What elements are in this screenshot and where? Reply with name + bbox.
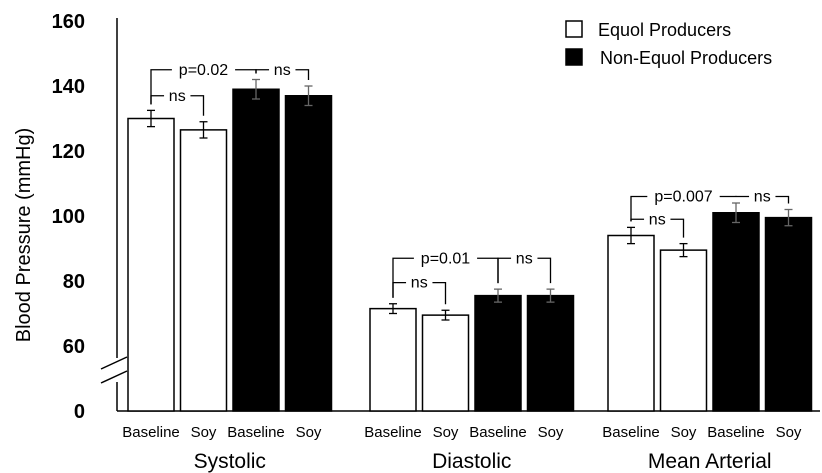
legend: Equol Producers Non-Equol Producers (565, 20, 772, 68)
y-tick-label: 160 (52, 11, 85, 33)
bar (127, 117, 175, 412)
bar (526, 294, 575, 412)
bar (179, 129, 228, 412)
significance-label: ns (274, 62, 291, 79)
y-axis-label: Blood Pressure (mmHg) (13, 128, 35, 343)
y-tick-label: 80 (63, 271, 85, 293)
significance-label: ns (649, 211, 666, 228)
y-tick-label: 60 (63, 336, 85, 358)
x-tick-label: Soy (671, 424, 697, 441)
y-tick-label: 100 (52, 206, 85, 228)
category-labels: Baseline Soy Baseline Soy Systolic Baseline So… (122, 424, 802, 473)
legend-swatch-non-equol (565, 48, 583, 66)
significance-label: p=0.007 (654, 189, 712, 206)
x-tick-label: Soy (776, 424, 802, 441)
x-tick-label: Soy (538, 424, 564, 441)
x-tick-label: Baseline (227, 424, 285, 441)
bar (607, 234, 655, 412)
bar (284, 95, 333, 412)
significance-bracket (630, 218, 685, 238)
y-tick-label: 0 (74, 401, 85, 423)
legend-swatch-equol (565, 20, 583, 38)
significance-label: ns (169, 88, 186, 105)
group-label: Mean Arterial (648, 450, 772, 473)
axis-break-mark (100, 356, 128, 370)
group-label: Systolic (194, 450, 266, 473)
bar (659, 249, 708, 412)
significance-label: p=0.02 (179, 62, 228, 79)
significance-bracket (735, 195, 790, 204)
bar (232, 88, 280, 412)
bar (712, 212, 760, 412)
axis-break-mark (100, 370, 128, 384)
significance-label: ns (754, 189, 771, 206)
bar (369, 307, 417, 412)
x-tick-label: Baseline (364, 424, 422, 441)
bar (474, 294, 522, 412)
x-tick-label: Soy (433, 424, 459, 441)
bars (127, 78, 813, 412)
y-tick-label: 140 (52, 76, 85, 98)
significance-label: ns (516, 250, 533, 267)
x-tick-label: Baseline (707, 424, 765, 441)
significance-bracket (150, 95, 205, 116)
legend-label-equol: Equol Producers (598, 20, 731, 40)
group-label: Diastolic (432, 450, 511, 473)
y-tick-label: 120 (52, 141, 85, 163)
bar (421, 314, 470, 412)
x-tick-label: Baseline (602, 424, 660, 441)
x-tick-label: Baseline (469, 424, 527, 441)
x-tick-label: Soy (191, 424, 217, 441)
x-tick-label: Soy (296, 424, 322, 441)
significance-bracket (255, 69, 310, 80)
significance-label: ns (411, 275, 428, 292)
bar (764, 216, 813, 412)
legend-label-non-equol: Non-Equol Producers (600, 48, 772, 68)
significance-annotations: p=0.02 ns ns p=0.01 ns ns p=0.007 ns ns (150, 62, 790, 305)
significance-bracket (497, 257, 552, 284)
significance-label: p=0.01 (421, 250, 470, 267)
x-tick-label: Baseline (122, 424, 180, 441)
significance-bracket (392, 281, 447, 305)
